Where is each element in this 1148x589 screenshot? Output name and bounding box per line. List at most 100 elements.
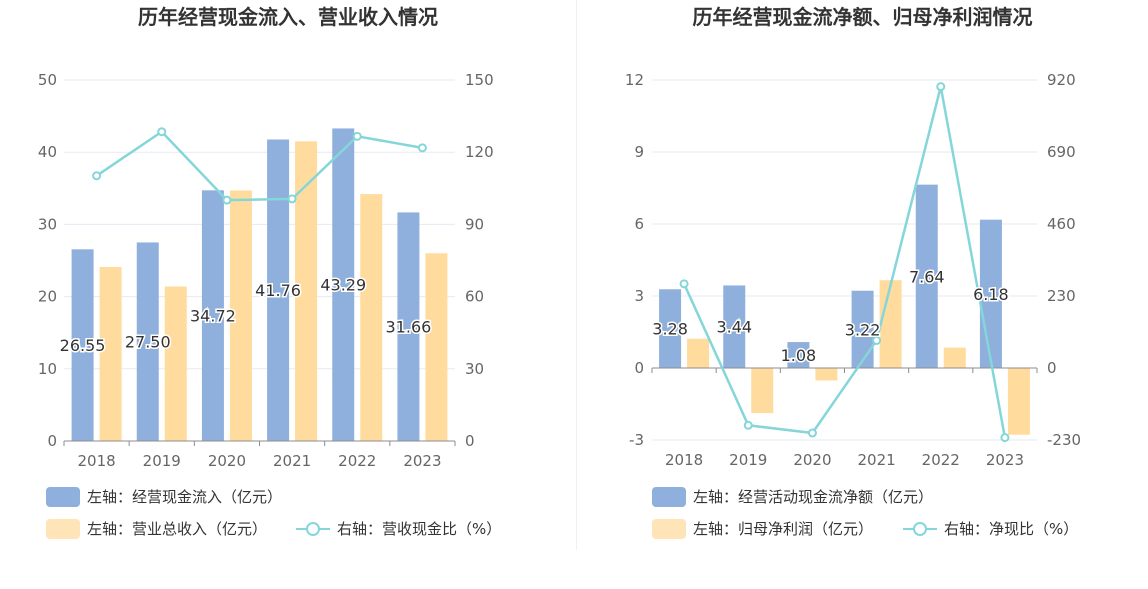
legend-label: 左轴：营业总收入（亿元） [87,520,268,538]
chart-panel-net-cash-profit: 历年经营现金流净额、归母净利润情况 -3 0 3 6 9 12 -230 0 230 460 690… [577,0,1148,589]
bar-secondary [425,253,448,441]
x-tick-label: 2023 [986,451,1024,469]
x-tick-label: 2022 [922,451,960,469]
y-right-tick-label: 460 [1047,215,1076,233]
legend-label: 右轴：净现比（%） [944,520,1079,538]
bar-primary [915,184,938,368]
ratio-point [872,335,882,345]
bar-primary [397,212,420,441]
legend-label: 左轴：经营现金流入（亿元） [87,488,283,506]
legend-row-1: 左轴：经营活动现金流净额（亿元） [652,486,1142,508]
y-right-tick-label: 90 [465,215,484,233]
y-left-tick-label: 6 [634,215,644,233]
bar-data-label: 31.66 [386,318,432,337]
bar-primary [851,290,874,368]
ratio-point [417,143,427,153]
y-left-tick-label: 20 [38,288,57,306]
x-tick-label: 2018 [77,452,115,470]
bar-secondary [815,368,838,381]
ratio-point [743,420,753,430]
bar-secondary [295,141,318,441]
ratio-point [679,279,689,289]
y-left-tick-label: 3 [634,287,644,305]
bar-secondary [99,266,122,441]
bar-primary [267,139,290,441]
x-tick-label: 2018 [665,451,703,469]
legend-swatch-blue [46,487,80,507]
ratio-point [352,131,362,141]
ratio-point [157,127,167,137]
legend-swatch-orange [652,519,686,539]
bar-data-label: 43.29 [320,276,366,295]
x-tick-label: 2022 [338,452,376,470]
bar-secondary [751,368,774,414]
bar-secondary [943,347,966,368]
x-tick-label: 2023 [403,452,441,470]
bar-data-label: 3.22 [845,320,881,339]
line-marker-icon [903,522,937,536]
y-left-tick-label: 30 [38,215,57,233]
bar-secondary [1007,368,1030,435]
bar-data-label: 34.72 [190,307,236,326]
chart-title: 历年经营现金流净额、归母净利润情况 [692,5,1033,29]
chart-panel-cash-inflow-revenue: 历年经营现金流入、营业收入情况 0 10 20 30 40 50 0 30 60 90 120 150… [38,5,566,540]
ratio-point [807,428,817,438]
bar-data-label: 1.08 [781,346,817,365]
bar-data-label: 3.44 [716,318,752,337]
legend-row-2: 左轴：营业总收入（亿元） 右轴：营收现金比（%） [46,518,566,540]
legend-row-1: 左轴：经营现金流入（亿元） [46,486,566,508]
legend-swatch-blue [652,487,686,507]
x-tick-label: 2020 [793,451,831,469]
bar-data-label: 27.50 [125,333,171,352]
y-right-tick-label: 30 [465,360,484,378]
line-marker-icon [296,522,330,536]
y-left-tick-label: 12 [625,71,644,89]
legend-swatch-orange [46,519,80,539]
x-tick-label: 2021 [857,451,895,469]
bar-secondary [164,286,187,441]
panel-divider [576,0,577,550]
legend-label: 右轴：营收现金比（%） [337,520,502,538]
ratio-point [287,194,297,204]
bar-secondary [687,338,710,368]
x-tick-label: 2020 [208,452,246,470]
y-right-tick-label: 0 [1047,359,1057,377]
x-tick-label: 2021 [273,452,311,470]
cash-inflow-revenue-chart: 0 10 20 30 40 50 0 30 60 90 120 150 2018 2019 2020 2021… [38,71,494,470]
y-left-tick-label: 50 [38,71,57,89]
y-right-tick-label: 60 [465,288,484,306]
y-left-tick-label: -3 [629,431,644,449]
y-left-tick-label: 40 [38,143,57,161]
bar-data-label: 3.28 [652,320,688,339]
chart-title: 历年经营现金流入、营业收入情况 [138,5,438,29]
y-left-tick-label: 9 [634,143,644,161]
bar-primary [787,342,810,368]
y-right-tick-label: 150 [465,71,494,89]
ratio-point [92,171,102,181]
legend-row-2: 左轴：归母净利润（亿元） 右轴：净现比（%） [652,518,1142,540]
bar-primary [723,285,746,368]
bar-data-label: 7.64 [909,267,945,286]
bar-data-label: 6.18 [973,285,1009,304]
legend-label: 左轴：归母净利润（亿元） [693,520,874,538]
bar-secondary [229,190,252,441]
bar-data-label: 26.55 [60,336,106,355]
bar-primary [332,128,355,441]
y-right-tick-label: -230 [1047,431,1081,449]
y-right-tick-label: 120 [465,143,494,161]
bar-primary [659,289,682,368]
bar-primary [71,249,94,441]
bar-primary [201,190,224,441]
bar-secondary [360,194,383,441]
y-left-tick-label: 0 [47,432,57,450]
y-left-tick-label: 0 [634,359,644,377]
y-right-tick-label: 920 [1047,71,1076,89]
x-tick-label: 2019 [729,451,767,469]
x-tick-label: 2019 [143,452,181,470]
bar-data-label: 41.76 [255,281,301,300]
y-right-tick-label: 690 [1047,143,1076,161]
bar-primary [136,242,159,441]
net-cash-profit-chart: -3 0 3 6 9 12 -230 0 230 460 690 920 2018 2019 2020 202… [625,71,1081,469]
ratio-point [936,82,946,92]
